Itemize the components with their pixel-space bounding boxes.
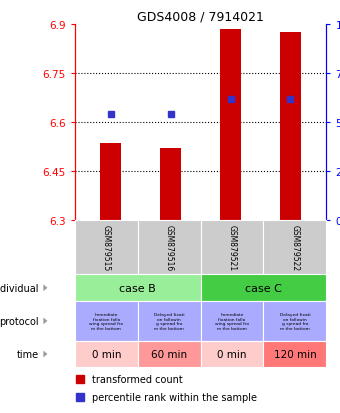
Text: Delayed fixati
on followin
g spread fro
m the bottom: Delayed fixati on followin g spread fro … bbox=[279, 312, 310, 330]
Title: GDS4008 / 7914021: GDS4008 / 7914021 bbox=[137, 11, 264, 24]
Text: 60 min: 60 min bbox=[151, 349, 187, 359]
Text: Delayed fixati
on followin
g spread fro
m the bottom: Delayed fixati on followin g spread fro … bbox=[154, 312, 185, 330]
Text: protocol: protocol bbox=[0, 316, 39, 326]
Text: transformed count: transformed count bbox=[92, 374, 183, 384]
Bar bbox=[100, 144, 121, 221]
Bar bbox=[160, 149, 181, 221]
Polygon shape bbox=[44, 285, 47, 292]
Text: Immediate
fixation follo
wing spread fro
m the bottom: Immediate fixation follo wing spread fro… bbox=[215, 312, 249, 330]
Text: GSM879515: GSM879515 bbox=[102, 225, 111, 271]
Text: 0 min: 0 min bbox=[217, 349, 247, 359]
Polygon shape bbox=[44, 318, 47, 325]
Polygon shape bbox=[44, 351, 47, 358]
Bar bbox=[220, 30, 241, 221]
Text: GSM879521: GSM879521 bbox=[227, 225, 237, 271]
Text: Immediate
fixation follo
wing spread fro
m the bottom: Immediate fixation follo wing spread fro… bbox=[89, 312, 123, 330]
Text: 0 min: 0 min bbox=[91, 349, 121, 359]
Text: case C: case C bbox=[245, 283, 282, 293]
Text: percentile rank within the sample: percentile rank within the sample bbox=[92, 392, 257, 402]
Text: 120 min: 120 min bbox=[274, 349, 316, 359]
Text: case B: case B bbox=[119, 283, 156, 293]
Bar bbox=[280, 33, 301, 221]
Text: GSM879516: GSM879516 bbox=[165, 225, 174, 271]
Text: time: time bbox=[17, 349, 39, 359]
Text: individual: individual bbox=[0, 283, 39, 293]
Text: GSM879522: GSM879522 bbox=[290, 225, 300, 271]
